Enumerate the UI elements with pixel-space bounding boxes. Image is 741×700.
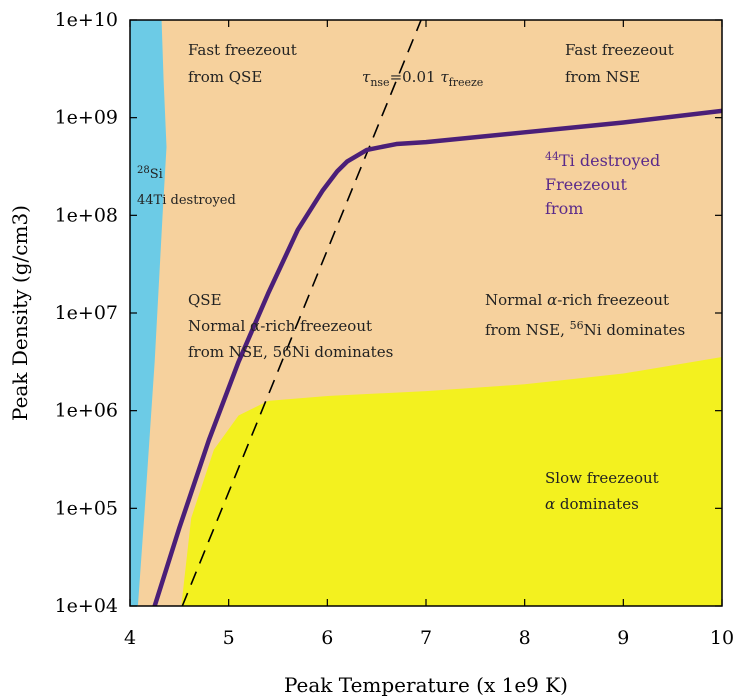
ti-destroyed-label: from: [545, 199, 583, 218]
x-tick-label: 4: [124, 627, 136, 649]
freezeout-qse-label: Normal α-rich freezeout: [188, 317, 372, 335]
fast-nse-label: from NSE: [565, 68, 640, 86]
y-tick-label: 1e+10: [55, 9, 118, 31]
plot-area: [130, 20, 722, 606]
slow-freezeout-label: Slow freezeout: [545, 469, 659, 487]
boundary-curve: [152, 108, 722, 606]
si-rich-region: [130, 20, 167, 606]
y-tick-label: 1e+06: [55, 400, 118, 422]
x-tick-label: 8: [519, 627, 531, 649]
x-axis-ticks: 4 5 6 7 8 9 10: [124, 20, 734, 649]
tau-label: τnse=0.01 τfreeze: [362, 68, 483, 89]
slow-freezeout-label: α dominates: [545, 495, 639, 513]
y-tick-label: 1e+07: [55, 302, 118, 324]
slow-freezeout-region: [181, 356, 722, 606]
x-tick-label: 9: [617, 627, 629, 649]
ti-destroyed-label: Freezeout: [545, 175, 628, 194]
fast-qse-label: Fast freezeout: [188, 41, 297, 59]
y-axis-ticks: 1e+04 1e+05 1e+06 1e+07 1e+08 1e+09 1e+10: [55, 9, 722, 617]
normal-alpha-label: Normal α-rich freezeout: [485, 291, 669, 309]
y-tick-label: 1e+08: [55, 204, 118, 226]
fast-qse-label: from QSE: [188, 68, 262, 86]
y-tick-label: 1e+04: [55, 595, 118, 617]
tau-nse-dashed-line: [181, 20, 422, 606]
x-tick-label: 6: [321, 627, 333, 649]
x-tick-label: 5: [223, 627, 235, 649]
ti-destroyed-label: 44Ti destroyed: [545, 150, 660, 170]
freezeout-qse-label: from NSE, 56Ni dominates: [188, 343, 393, 361]
normal-alpha-label: from NSE, 56Ni dominates: [485, 319, 685, 339]
freezeout-qse-label: QSE: [188, 291, 222, 309]
annotations: Fast freezeout from QSE Fast freezeout f…: [137, 41, 685, 513]
si-rich-label: 44Ti destroyed: [137, 193, 236, 208]
x-axis-label: Peak Temperature (x 1e9 K): [284, 673, 568, 697]
x-tick-label: 10: [710, 627, 734, 649]
y-tick-label: 1e+05: [55, 497, 118, 519]
x-tick-label: 7: [420, 627, 432, 649]
si-rich-label: 28Si: [137, 165, 163, 182]
y-axis-label: Peak Density (g/cm3): [8, 205, 32, 421]
y-tick-label: 1e+09: [55, 107, 118, 129]
fast-nse-label: Fast freezeout: [565, 41, 674, 59]
